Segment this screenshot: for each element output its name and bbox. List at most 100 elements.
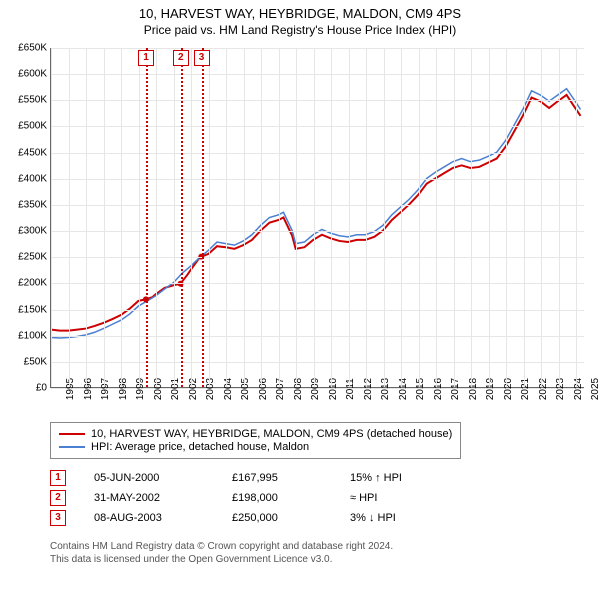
gridline-v [454,48,455,387]
y-axis-label: £300K [18,226,47,237]
gridline-v [366,48,367,387]
y-axis-label: £600K [18,69,47,80]
x-axis-label: 2010 [314,378,327,400]
gridline-v [104,48,105,387]
legend-row: 10, HARVEST WAY, HEYBRIDGE, MALDON, CM9 … [59,428,452,440]
sale-row-num: 3 [50,510,66,526]
gridline-v [139,48,140,387]
gridline-h [51,283,584,284]
legend-label: HPI: Average price, detached house, Mald… [91,441,309,453]
y-axis-label: £550K [18,95,47,106]
gridline-h [51,48,584,49]
gridline-v [51,48,52,387]
sale-row-price: £250,000 [232,512,322,524]
title-subtitle: Price paid vs. HM Land Registry's House … [0,23,600,37]
sale-row-date: 05-JUN-2000 [94,472,204,484]
legend-swatch [59,446,85,448]
x-axis-label: 2009 [296,378,309,400]
gridline-v [559,48,560,387]
y-axis-label: £150K [18,304,47,315]
gridline-v [541,48,542,387]
sale-row-delta: ≈ HPI [350,492,440,504]
x-axis-label: 2024 [559,378,572,400]
chart-container: 10, HARVEST WAY, HEYBRIDGE, MALDON, CM9 … [0,0,600,590]
x-axis-label: 2000 [139,378,152,400]
sale-row: 308-AUG-2003£250,0003% ↓ HPI [50,508,440,528]
sale-marker-box: 3 [194,50,210,66]
gridline-h [51,126,584,127]
gridline-h [51,336,584,337]
x-axis-label: 2025 [576,378,589,400]
footnote-line: This data is licensed under the Open Gov… [50,553,393,566]
x-axis-label: 2021 [506,378,519,400]
gridline-h [51,74,584,75]
titles: 10, HARVEST WAY, HEYBRIDGE, MALDON, CM9 … [0,0,600,37]
legend-row: HPI: Average price, detached house, Mald… [59,441,452,453]
gridline-v [244,48,245,387]
x-axis-label: 2017 [436,378,449,400]
gridline-v [209,48,210,387]
x-axis-label: 2012 [349,378,362,400]
gridline-v [156,48,157,387]
gridline-h [51,257,584,258]
gridline-v [401,48,402,387]
sale-row-price: £167,995 [232,472,322,484]
y-axis-label: £500K [18,121,47,132]
x-axis-label: 1998 [104,378,117,400]
sale-row-price: £198,000 [232,492,322,504]
sale-row: 105-JUN-2000£167,99515% ↑ HPI [50,468,440,488]
gridline-v [576,48,577,387]
y-axis-label: £350K [18,199,47,210]
x-axis-label: 2006 [244,378,257,400]
sale-marker-box: 2 [173,50,189,66]
gridline-v [471,48,472,387]
y-axis-label: £200K [18,278,47,289]
sale-marker-line [146,48,148,387]
sale-row-num: 1 [50,470,66,486]
y-axis-label: £650K [18,43,47,54]
x-axis-label: 1997 [86,378,99,400]
gridline-v [174,48,175,387]
gridline-v [331,48,332,387]
gridline-h [51,362,584,363]
gridline-v [296,48,297,387]
gridline-h [51,153,584,154]
x-axis-label: 2020 [489,378,502,400]
series-line [51,95,581,331]
x-axis-label: 2013 [366,378,379,400]
gridline-v [279,48,280,387]
gridline-h [51,310,584,311]
y-axis-label: £0 [36,383,47,394]
gridline-v [226,48,227,387]
gridline-v [314,48,315,387]
gridline-v [349,48,350,387]
gridline-h [51,179,584,180]
x-axis-label: 2008 [279,378,292,400]
x-axis-label: 2007 [261,378,274,400]
footnote-line: Contains HM Land Registry data © Crown c… [50,540,393,553]
x-axis-label: 2005 [226,378,239,400]
gridline-v [191,48,192,387]
x-axis-label: 2023 [541,378,554,400]
legend-label: 10, HARVEST WAY, HEYBRIDGE, MALDON, CM9 … [91,428,452,440]
x-axis-label: 2022 [524,378,537,400]
sale-marker-box: 1 [138,50,154,66]
sale-row-date: 31-MAY-2002 [94,492,204,504]
footnote: Contains HM Land Registry data © Crown c… [50,540,393,566]
gridline-v [506,48,507,387]
x-axis-label: 2001 [156,378,169,400]
gridline-h [51,231,584,232]
gridline-v [436,48,437,387]
gridline-v [419,48,420,387]
x-axis-label: 1995 [51,378,64,400]
x-axis-label: 2018 [454,378,467,400]
sale-row: 231-MAY-2002£198,000≈ HPI [50,488,440,508]
sale-marker-line [181,48,183,387]
legend: 10, HARVEST WAY, HEYBRIDGE, MALDON, CM9 … [50,422,461,459]
sale-marker-line [202,48,204,387]
x-axis-label: 2015 [401,378,414,400]
gridline-v [121,48,122,387]
gridline-v [261,48,262,387]
y-axis-label: £100K [18,330,47,341]
sale-row-date: 08-AUG-2003 [94,512,204,524]
